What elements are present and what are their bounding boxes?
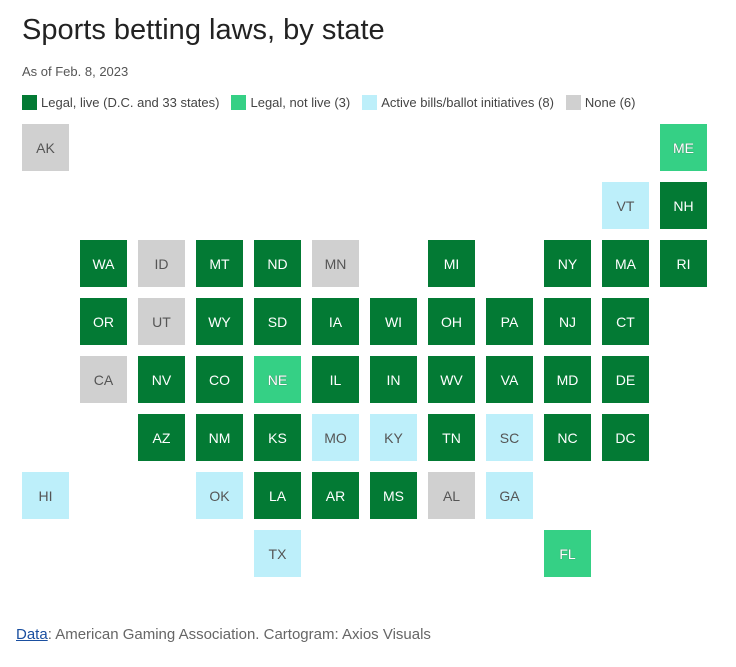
footer-text: : American Gaming Association. Cartogram… xyxy=(47,626,431,643)
state-tile-la[interactable]: LA xyxy=(254,472,301,519)
state-tile-ky[interactable]: KY xyxy=(370,414,417,461)
state-tile-nm[interactable]: NM xyxy=(196,414,243,461)
state-tile-nc[interactable]: NC xyxy=(544,414,591,461)
page-title: Sports betting laws, by state xyxy=(22,14,385,46)
state-tile-tn[interactable]: TN xyxy=(428,414,475,461)
legend-label-active: Active bills/ballot initiatives (8) xyxy=(381,95,554,110)
legend-label-notlive: Legal, not live (3) xyxy=(250,95,351,110)
state-tile-ok[interactable]: OK xyxy=(196,472,243,519)
state-tile-ks[interactable]: KS xyxy=(254,414,301,461)
legend-item-active: Active bills/ballot initiatives (8) xyxy=(362,95,554,110)
legend-swatch-notlive xyxy=(231,95,247,110)
state-tile-ms[interactable]: MS xyxy=(370,472,417,519)
state-tile-de[interactable]: DE xyxy=(602,356,649,403)
state-tile-ri[interactable]: RI xyxy=(660,240,707,287)
footer-source: Data: American Gaming Association. Carto… xyxy=(16,626,431,643)
state-tile-mt[interactable]: MT xyxy=(196,240,243,287)
state-tile-md[interactable]: MD xyxy=(544,356,591,403)
state-tile-me[interactable]: ME xyxy=(660,124,707,171)
legend-swatch-live xyxy=(22,95,37,110)
state-tile-ny[interactable]: NY xyxy=(544,240,591,287)
state-tile-ca[interactable]: CA xyxy=(80,356,127,403)
state-tile-co[interactable]: CO xyxy=(196,356,243,403)
state-tile-mo[interactable]: MO xyxy=(312,414,359,461)
state-tile-ak[interactable]: AK xyxy=(22,124,69,171)
state-tile-vt[interactable]: VT xyxy=(602,182,649,229)
state-tile-id[interactable]: ID xyxy=(138,240,185,287)
state-tile-tx[interactable]: TX xyxy=(254,530,301,577)
legend-label-none: None (6) xyxy=(584,95,636,110)
state-tile-hi[interactable]: HI xyxy=(22,472,69,519)
state-tile-wv[interactable]: WV xyxy=(428,356,475,403)
legend: Legal, live (D.C. and 33 states) Legal, … xyxy=(22,95,647,110)
state-tile-nd[interactable]: ND xyxy=(254,240,301,287)
state-tile-ma[interactable]: MA xyxy=(602,240,649,287)
state-tile-nv[interactable]: NV xyxy=(138,356,185,403)
data-source-link[interactable]: Data xyxy=(16,626,48,643)
legend-swatch-none xyxy=(565,95,581,110)
legend-item-none: None (6) xyxy=(565,95,636,110)
state-tile-wy[interactable]: WY xyxy=(196,298,243,345)
state-tile-ia[interactable]: IA xyxy=(312,298,359,345)
state-tile-in[interactable]: IN xyxy=(370,356,417,403)
legend-item-live: Legal, live (D.C. and 33 states) xyxy=(22,95,219,110)
state-tile-oh[interactable]: OH xyxy=(428,298,475,345)
state-tile-ne[interactable]: NE xyxy=(254,356,301,403)
state-tile-sd[interactable]: SD xyxy=(254,298,301,345)
state-tile-ga[interactable]: GA xyxy=(486,472,533,519)
state-tile-az[interactable]: AZ xyxy=(138,414,185,461)
state-tile-ut[interactable]: UT xyxy=(138,298,185,345)
state-tile-ct[interactable]: CT xyxy=(602,298,649,345)
state-tile-dc[interactable]: DC xyxy=(602,414,649,461)
legend-swatch-active xyxy=(362,95,378,110)
state-tile-wa[interactable]: WA xyxy=(80,240,127,287)
state-tile-sc[interactable]: SC xyxy=(486,414,533,461)
legend-item-notlive: Legal, not live (3) xyxy=(231,95,350,110)
subtitle: As of Feb. 8, 2023 xyxy=(22,64,129,79)
state-tile-mi[interactable]: MI xyxy=(428,240,475,287)
state-tile-nh[interactable]: NH xyxy=(660,182,707,229)
legend-label-live: Legal, live (D.C. and 33 states) xyxy=(41,95,220,110)
state-tile-or[interactable]: OR xyxy=(80,298,127,345)
state-tile-fl[interactable]: FL xyxy=(544,530,591,577)
state-tile-ar[interactable]: AR xyxy=(312,472,359,519)
state-tile-al[interactable]: AL xyxy=(428,472,475,519)
state-tile-nj[interactable]: NJ xyxy=(544,298,591,345)
state-tile-mn[interactable]: MN xyxy=(312,240,359,287)
state-tile-il[interactable]: IL xyxy=(312,356,359,403)
state-tile-wi[interactable]: WI xyxy=(370,298,417,345)
state-tile-pa[interactable]: PA xyxy=(486,298,533,345)
state-tile-va[interactable]: VA xyxy=(486,356,533,403)
